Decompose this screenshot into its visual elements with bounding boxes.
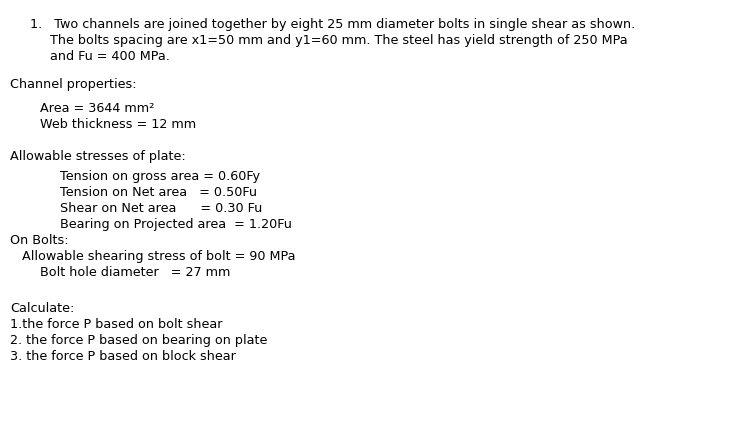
Text: Web thickness = 12 mm: Web thickness = 12 mm	[40, 118, 196, 131]
Text: On Bolts:: On Bolts:	[10, 234, 69, 247]
Text: 3. the force P based on block shear: 3. the force P based on block shear	[10, 350, 236, 363]
Text: Tension on Net area   = 0.50Fu: Tension on Net area = 0.50Fu	[60, 186, 257, 199]
Text: Area = 3644 mm²: Area = 3644 mm²	[40, 102, 154, 115]
Text: Shear on Net area      = 0.30 Fu: Shear on Net area = 0.30 Fu	[60, 202, 262, 215]
Text: The bolts spacing are x1=50 mm and y1=60 mm. The steel has yield strength of 250: The bolts spacing are x1=50 mm and y1=60…	[50, 34, 627, 47]
Text: Allowable shearing stress of bolt = 90 MPa: Allowable shearing stress of bolt = 90 M…	[22, 250, 296, 263]
Text: 1.   Two channels are joined together by eight 25 mm diameter bolts in single sh: 1. Two channels are joined together by e…	[30, 18, 635, 31]
Text: Allowable stresses of plate:: Allowable stresses of plate:	[10, 150, 186, 163]
Text: Channel properties:: Channel properties:	[10, 78, 137, 91]
Text: Tension on gross area = 0.60Fy: Tension on gross area = 0.60Fy	[60, 170, 260, 183]
Text: 2. the force P based on bearing on plate: 2. the force P based on bearing on plate	[10, 334, 267, 347]
Text: 1.the force P based on bolt shear: 1.the force P based on bolt shear	[10, 318, 223, 331]
Text: and Fu = 400 MPa.: and Fu = 400 MPa.	[50, 50, 170, 63]
Text: Bolt hole diameter   = 27 mm: Bolt hole diameter = 27 mm	[40, 266, 231, 279]
Text: Calculate:: Calculate:	[10, 302, 75, 315]
Text: Bearing on Projected area  = 1.20Fu: Bearing on Projected area = 1.20Fu	[60, 218, 292, 231]
